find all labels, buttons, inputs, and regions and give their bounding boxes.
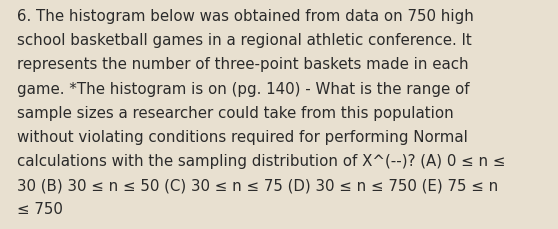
Text: school basketball games in a regional athletic conference. It: school basketball games in a regional at… xyxy=(17,33,472,48)
Text: represents the number of three-point baskets made in each: represents the number of three-point bas… xyxy=(17,57,468,72)
Text: 30 (B) 30 ≤ n ≤ 50 (C) 30 ≤ n ≤ 75 (D) 30 ≤ n ≤ 750 (E) 75 ≤ n: 30 (B) 30 ≤ n ≤ 50 (C) 30 ≤ n ≤ 75 (D) 3… xyxy=(17,177,498,192)
Text: 6. The histogram below was obtained from data on 750 high: 6. The histogram below was obtained from… xyxy=(17,9,474,24)
Text: sample sizes a researcher could take from this population: sample sizes a researcher could take fro… xyxy=(17,105,454,120)
Text: without violating conditions required for performing Normal: without violating conditions required fo… xyxy=(17,129,468,144)
Text: calculations with the sampling distribution of X^(--)? (A) 0 ≤ n ≤: calculations with the sampling distribut… xyxy=(17,153,505,168)
Text: ≤ 750: ≤ 750 xyxy=(17,202,62,216)
Text: game. *The histogram is on (pg. 140) - What is the range of: game. *The histogram is on (pg. 140) - W… xyxy=(17,81,469,96)
